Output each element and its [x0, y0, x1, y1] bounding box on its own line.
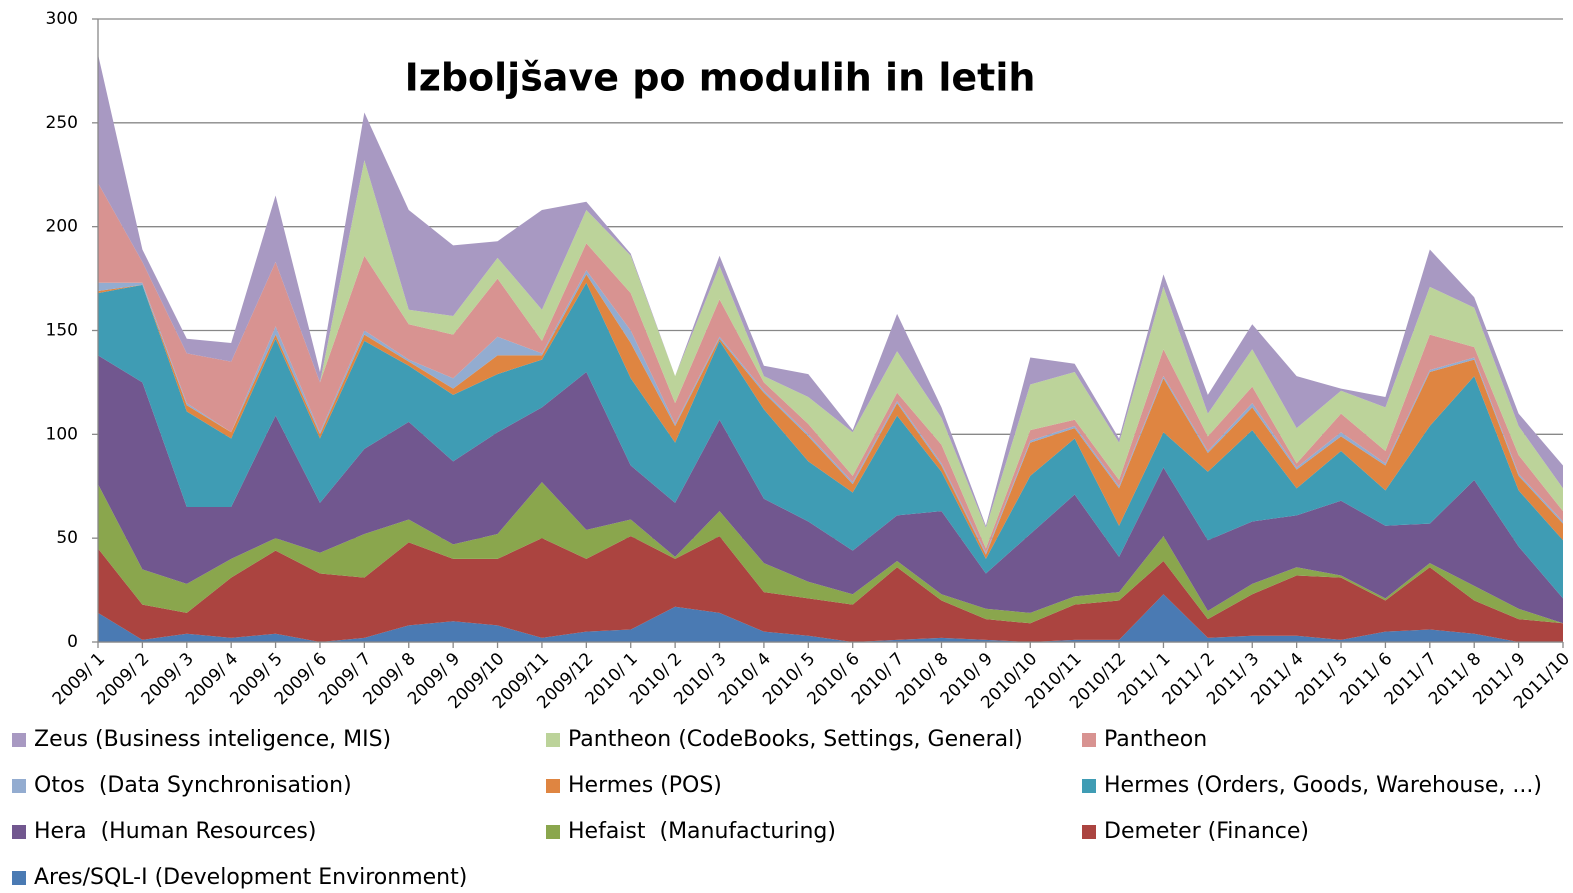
- y-tick-label: 50: [56, 528, 78, 548]
- legend-label: Hermes (POS): [568, 773, 722, 798]
- y-tick-label: 0: [67, 632, 78, 652]
- legend-swatch: [1082, 733, 1096, 747]
- area: [98, 355, 1563, 624]
- legend-swatch: [12, 733, 26, 747]
- legend-label: Demeter (Finance): [1104, 819, 1309, 844]
- area: [98, 536, 1563, 642]
- legend-swatch: [1082, 779, 1096, 793]
- legend-label: Zeus (Business inteligence, MIS): [34, 727, 391, 752]
- legend-label: Ares/SQL-I (Development Environment): [34, 865, 467, 890]
- legend-label: Hermes (Orders, Goods, Warehouse, ...): [1104, 773, 1542, 798]
- y-tick-label: 100: [46, 424, 78, 444]
- legend-label: Pantheon: [1104, 727, 1207, 752]
- y-tick-label: 200: [46, 217, 78, 237]
- legend-swatch: [546, 733, 560, 747]
- legend-label: Hera (Human Resources): [34, 819, 316, 844]
- area: [98, 282, 1563, 599]
- legend-label: Otos (Data Synchronisation): [34, 773, 352, 798]
- area: [98, 482, 1563, 624]
- legend-label: Pantheon (CodeBooks, Settings, General): [568, 727, 1023, 752]
- chart-title: Izboljšave po modulih in letih: [405, 56, 1036, 100]
- legend-swatch: [546, 779, 560, 793]
- legend-swatch: [12, 779, 26, 793]
- y-tick-label: 300: [46, 9, 78, 29]
- y-tick-label: 150: [46, 321, 78, 341]
- legend-swatch: [12, 871, 26, 885]
- legend-swatch: [12, 825, 26, 839]
- y-tick-label: 250: [46, 113, 78, 133]
- legend-swatch: [546, 825, 560, 839]
- legend-label: Hefaist (Manufacturing): [568, 819, 836, 844]
- legend-swatch: [1082, 825, 1096, 839]
- area: [98, 594, 1563, 642]
